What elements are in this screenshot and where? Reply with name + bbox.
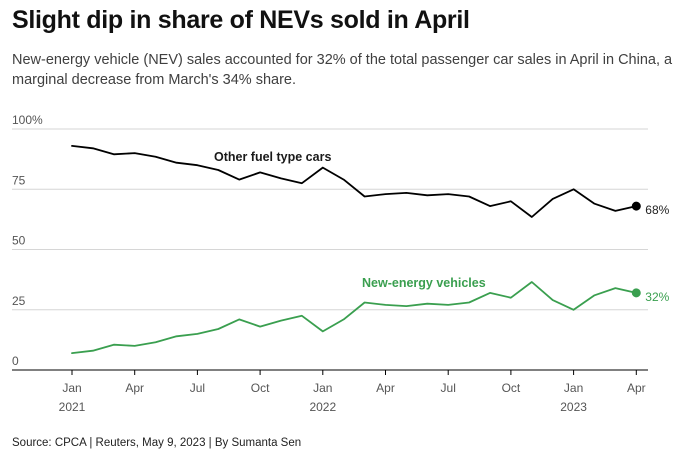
chart-subtitle: New-energy vehicle (NEV) sales accounted… — [12, 52, 673, 88]
y-tick-label: 75 — [12, 173, 26, 187]
series-end-label: 32% — [645, 290, 669, 304]
series-line-other-fuel — [71, 144, 638, 218]
series-label: New-energy vehicles — [362, 276, 486, 290]
y-tick-label: 100% — [12, 113, 43, 127]
x-tick-year-label: 2021 — [59, 400, 86, 414]
x-tick-label: Jan — [313, 381, 332, 395]
series-end-marker — [631, 201, 641, 211]
y-tick-label: 50 — [12, 234, 26, 248]
y-tick-label: 25 — [12, 294, 26, 308]
source-note: Source: CPCA | Reuters, May 9, 2023 | By… — [12, 437, 302, 449]
x-tick-label: Jul — [441, 381, 456, 395]
series-end-label: 68% — [645, 203, 669, 217]
x-tick-label: Apr — [125, 381, 144, 395]
x-tick-label: Oct — [251, 381, 270, 395]
x-tick-label: Oct — [502, 381, 521, 395]
x-tick-label: Jan — [564, 381, 583, 395]
x-tick-label: Apr — [627, 381, 646, 395]
x-tick-label: Jan — [62, 381, 81, 395]
series-end-marker — [631, 288, 641, 298]
x-tick-label: Apr — [376, 381, 395, 395]
x-tick-year-label: 2022 — [309, 400, 336, 414]
y-tick-label: 0 — [12, 354, 19, 368]
x-tick-label: Jul — [190, 381, 205, 395]
series-line-nev — [71, 281, 638, 355]
series-label: Other fuel type cars — [214, 150, 331, 164]
x-tick-year-label: 2023 — [560, 400, 587, 414]
chart-title: Slight dip in share of NEVs sold in Apri… — [12, 6, 470, 34]
